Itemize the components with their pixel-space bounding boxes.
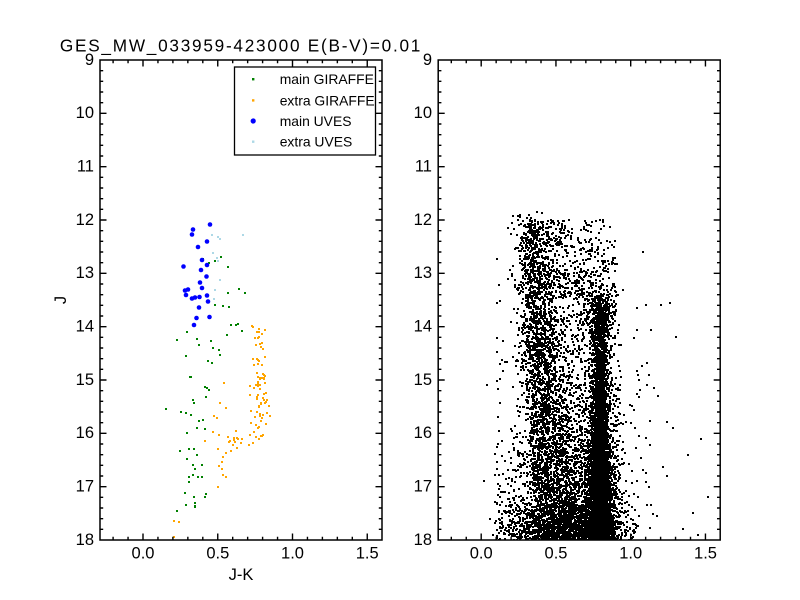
svg-text:13: 13: [76, 264, 94, 282]
svg-text:9: 9: [85, 51, 94, 69]
svg-text:10: 10: [76, 104, 94, 122]
svg-text:1.0: 1.0: [619, 545, 642, 563]
svg-text:16: 16: [76, 424, 94, 442]
svg-text:main GIRAFFE: main GIRAFFE: [280, 71, 374, 87]
svg-text:10: 10: [414, 104, 432, 122]
svg-text:12: 12: [76, 211, 94, 229]
svg-text:J: J: [52, 296, 70, 304]
svg-text:0.0: 0.0: [132, 545, 155, 563]
svg-text:0.5: 0.5: [206, 545, 229, 563]
svg-text:17: 17: [76, 478, 94, 496]
svg-text:main UVES: main UVES: [280, 113, 352, 129]
svg-text:9: 9: [423, 51, 432, 69]
svg-text:14: 14: [76, 318, 94, 336]
svg-text:12: 12: [414, 211, 432, 229]
svg-text:17: 17: [414, 478, 432, 496]
svg-text:extra GIRAFFE: extra GIRAFFE: [280, 92, 375, 108]
svg-text:J-K: J-K: [229, 566, 254, 584]
svg-text:1.5: 1.5: [356, 545, 379, 563]
svg-text:0.0: 0.0: [470, 545, 493, 563]
svg-text:15: 15: [76, 371, 94, 389]
svg-text:13: 13: [414, 264, 432, 282]
svg-text:18: 18: [414, 531, 432, 549]
svg-text:14: 14: [414, 318, 432, 336]
svg-text:extra UVES: extra UVES: [280, 134, 353, 150]
svg-text:1.5: 1.5: [694, 545, 717, 563]
svg-text:18: 18: [76, 531, 94, 549]
svg-text:11: 11: [77, 158, 94, 176]
svg-text:GES_MW_033959-423000 E(B-V)=0.: GES_MW_033959-423000 E(B-V)=0.01: [60, 36, 422, 56]
svg-text:0.5: 0.5: [545, 545, 568, 563]
svg-text:11: 11: [415, 158, 432, 176]
svg-text:1.0: 1.0: [281, 545, 304, 563]
svg-text:16: 16: [414, 424, 432, 442]
svg-text:15: 15: [414, 371, 432, 389]
